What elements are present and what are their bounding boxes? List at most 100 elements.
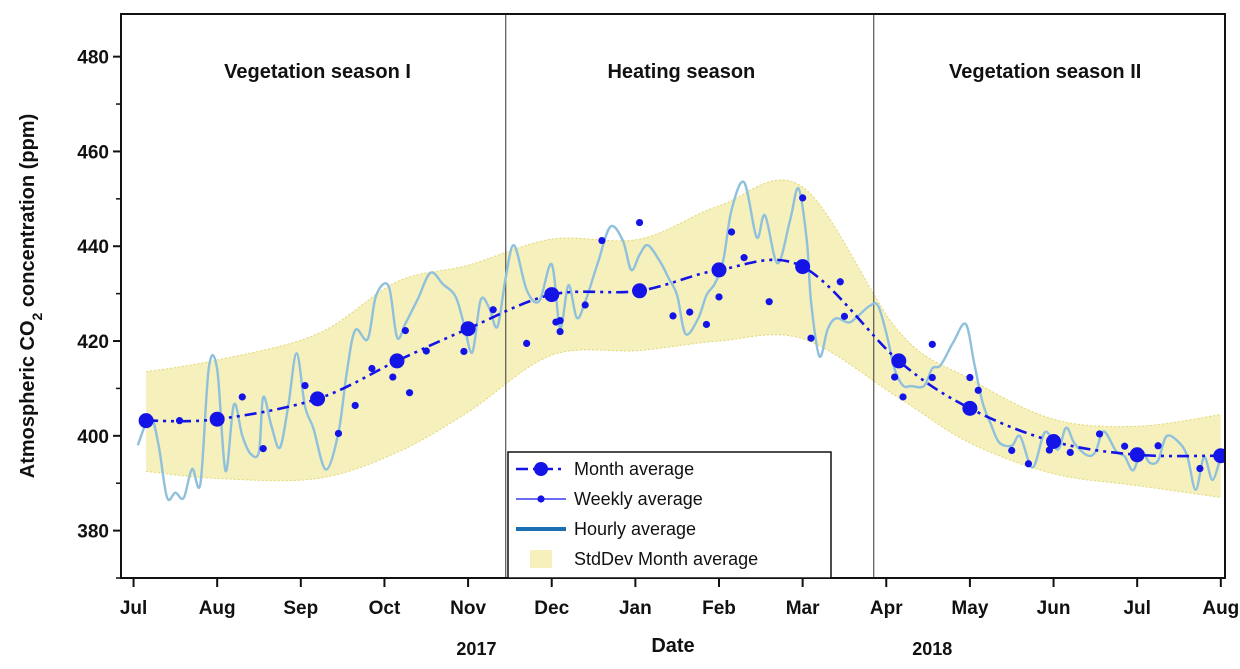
weekly-point-19 xyxy=(635,218,644,227)
season-label-1: Heating season xyxy=(607,61,755,83)
y-tick-label-440: 440 xyxy=(77,237,109,258)
legend-label-0: Month average xyxy=(574,459,694,479)
y-tick-label-480: 480 xyxy=(77,48,109,69)
stddev-band-upper-edge xyxy=(146,179,1221,428)
weekly-point-1 xyxy=(238,393,246,401)
month-point-1 xyxy=(209,411,225,427)
season-divider-layer xyxy=(505,14,875,578)
weekly-point-18 xyxy=(598,236,606,245)
month-average-line xyxy=(146,258,1221,458)
month-point-11 xyxy=(1046,434,1062,450)
month-point-4 xyxy=(460,321,476,337)
x-tick-label-1: Aug xyxy=(199,598,236,619)
x-tick-label-10: May xyxy=(951,598,988,619)
weekly-point-41 xyxy=(1095,430,1104,438)
stddev-band-lower-edge xyxy=(146,334,1221,498)
weekly-point-25 xyxy=(740,254,748,262)
weekly-point-21 xyxy=(686,308,694,316)
y-axis-title-main: Atmospheric CO xyxy=(17,320,39,478)
x-tick-label-13: Aug xyxy=(1202,598,1239,619)
legend-label-2: Hourly average xyxy=(574,519,696,539)
month-point-0 xyxy=(138,413,154,429)
season-label-layer: Vegetation season I Heating season Vegetat… xyxy=(224,61,1141,83)
y-tick-label-380: 380 xyxy=(77,522,109,543)
y-axis-title-rest: concentration (ppm) xyxy=(17,114,39,313)
season-label-2: Vegetation season II xyxy=(949,61,1141,83)
y-tick-label-400: 400 xyxy=(77,427,109,448)
x-tick-label-8: Mar xyxy=(786,598,820,619)
weekly-point-7 xyxy=(389,373,397,381)
weekly-point-31 xyxy=(891,373,899,381)
weekly-point-11 xyxy=(460,347,468,356)
weekly-point-38 xyxy=(1024,460,1033,468)
weekly-point-42 xyxy=(1121,442,1129,450)
month-point-13 xyxy=(1213,448,1225,464)
weekly-point-5 xyxy=(351,401,359,410)
x-tick-label-4: Nov xyxy=(450,598,486,619)
month-point-2 xyxy=(310,391,326,407)
y-axis-title-subscript: 2 xyxy=(29,312,45,320)
legend-swatch-month-marker xyxy=(534,462,548,476)
weekly-point-9 xyxy=(405,389,414,397)
weekly-point-2 xyxy=(259,445,267,453)
weekly-point-34 xyxy=(928,373,936,382)
legend-label-3: StdDev Month average xyxy=(574,549,758,569)
month-point-5 xyxy=(544,287,560,303)
weekly-point-27 xyxy=(799,194,807,202)
year-label-2018: 2018 xyxy=(912,639,952,659)
x-tick-label-9: Apr xyxy=(870,598,903,619)
y-tick-label-420: 420 xyxy=(77,332,109,353)
x-tick-label-11: Jun xyxy=(1037,598,1071,619)
weekly-point-43 xyxy=(1154,442,1162,450)
month-point-12 xyxy=(1129,447,1145,463)
weekly-point-29 xyxy=(836,278,844,286)
legend-label-1: Weekly average xyxy=(574,489,703,509)
weekly-point-23 xyxy=(715,293,723,301)
weekly-point-8 xyxy=(401,326,409,335)
weekly-point-16 xyxy=(552,318,560,326)
hourly-average-line xyxy=(136,180,1222,502)
weekly-point-32 xyxy=(899,393,907,401)
legend: Month average Weekly average Hourly averag… xyxy=(507,451,832,579)
month-point-9 xyxy=(891,353,907,369)
x-tick-label-12: Jul xyxy=(1123,598,1150,619)
weekly-point-35 xyxy=(966,373,974,382)
weekly-point-40 xyxy=(1066,448,1074,457)
hourly-line-layer xyxy=(136,180,1222,502)
x-tick-label-7: Feb xyxy=(702,598,736,619)
y-axis-title: Atmospheric CO2 concentration (ppm) xyxy=(17,114,45,479)
x-tick-label-6: Jan xyxy=(619,598,652,619)
stddev-band-layer xyxy=(146,179,1221,498)
weekly-point-6 xyxy=(368,364,376,373)
weekly-point-28 xyxy=(807,334,815,342)
legend-swatch-stddev xyxy=(530,550,552,568)
month-point-10 xyxy=(962,400,978,416)
month-point-7 xyxy=(711,262,727,278)
weekly-point-17 xyxy=(556,327,564,336)
legend-box xyxy=(507,451,832,579)
legend-swatch-weekly-marker xyxy=(537,495,545,503)
weekly-point-33 xyxy=(928,340,936,348)
month-series-layer xyxy=(138,258,1225,464)
weekly-point-26 xyxy=(765,298,773,306)
x-tick-label-3: Oct xyxy=(369,598,401,619)
weekly-point-22 xyxy=(702,320,711,329)
weekly-point-36 xyxy=(974,386,982,394)
weekly-point-15 xyxy=(581,301,589,309)
x-tick-label-0: Jul xyxy=(120,598,147,619)
weekly-point-13 xyxy=(523,339,531,347)
x-tick-label-2: Sep xyxy=(283,598,318,619)
weekly-point-12 xyxy=(489,306,497,314)
stddev-band-area xyxy=(146,179,1221,498)
weekly-point-30 xyxy=(840,312,849,320)
x-tick-label-5: Dec xyxy=(534,598,569,619)
month-point-6 xyxy=(632,283,648,299)
axis-layer: 380 400 420 440 460 480 Jul Aug Sep Oct Nov Dec Jan F… xyxy=(77,48,1239,659)
weekly-point-4 xyxy=(334,429,343,438)
month-point-8 xyxy=(795,259,811,275)
month-point-3 xyxy=(389,353,405,369)
weekly-point-37 xyxy=(1008,446,1016,455)
year-label-2017: 2017 xyxy=(456,639,496,659)
